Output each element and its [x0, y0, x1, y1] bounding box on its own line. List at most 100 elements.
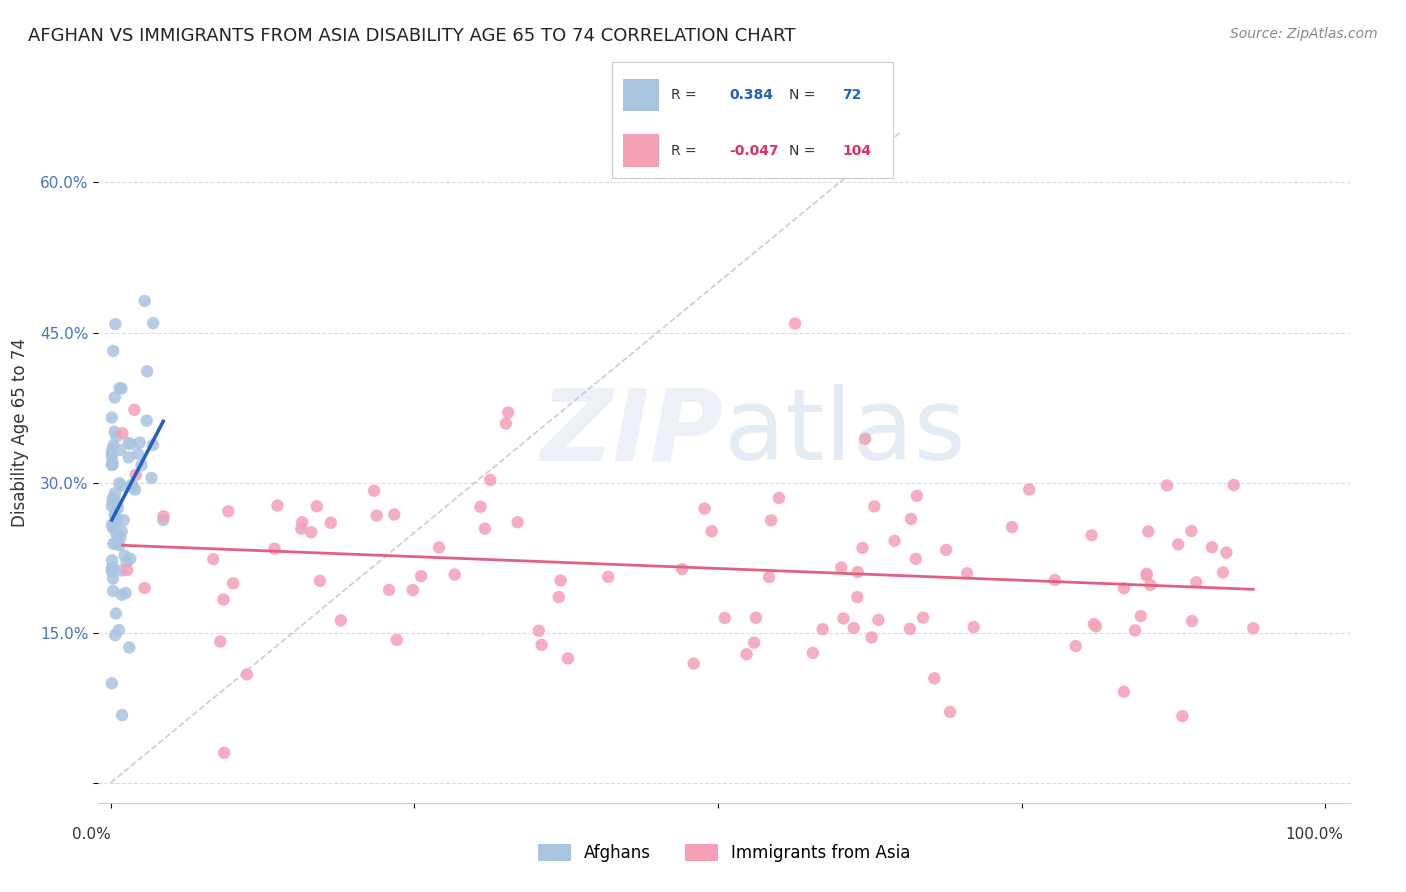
Point [801, 646, 824, 660]
Point [263, 541, 285, 556]
Point [101, 553, 124, 567]
Point [935, 543, 957, 558]
Point [366, 508, 388, 523]
Point [107, 500, 129, 515]
Point [506, 515, 529, 529]
Point [111, 426, 134, 441]
Point [217, 504, 239, 518]
Point [152, 509, 174, 524]
Point [104, 508, 127, 523]
Point [111, 588, 134, 602]
Point [1123, 624, 1146, 638]
Point [853, 432, 876, 446]
Point [868, 613, 890, 627]
Point [114, 586, 136, 600]
Text: atlas: atlas [724, 384, 966, 481]
Point [105, 527, 128, 541]
Point [101, 561, 124, 575]
Point [768, 491, 790, 505]
Point [266, 499, 288, 513]
Point [107, 512, 129, 526]
Point [385, 632, 408, 647]
Point [1083, 617, 1105, 632]
Point [963, 620, 986, 634]
Point [742, 635, 765, 649]
Point [107, 535, 129, 549]
Point [402, 583, 425, 598]
Point [411, 569, 433, 583]
Point [759, 513, 782, 527]
Point [131, 458, 153, 472]
Point [1201, 540, 1223, 554]
Point [118, 640, 141, 655]
Point [898, 622, 921, 636]
Point [1222, 478, 1244, 492]
Point [142, 316, 165, 330]
Point [745, 611, 768, 625]
Point [527, 624, 550, 638]
Point [103, 516, 125, 531]
Point [105, 429, 128, 443]
Point [1139, 578, 1161, 592]
Point [956, 566, 979, 581]
Point [291, 515, 314, 529]
Point [495, 417, 517, 431]
Point [900, 512, 922, 526]
Point [904, 552, 927, 566]
Point [101, 450, 124, 464]
Point [134, 581, 156, 595]
Point [860, 631, 883, 645]
Point [108, 538, 131, 552]
Point [1241, 621, 1264, 635]
Point [115, 563, 138, 577]
Point [378, 582, 401, 597]
Point [1156, 478, 1178, 492]
Point [103, 537, 125, 551]
Text: 104: 104 [842, 144, 872, 158]
Point [108, 442, 131, 457]
Point [713, 611, 735, 625]
Text: R =: R = [671, 88, 700, 102]
Point [141, 471, 163, 485]
Point [101, 410, 124, 425]
Point [846, 565, 869, 579]
Point [290, 522, 312, 536]
Point [1181, 614, 1204, 628]
Text: Source: ZipAtlas.com: Source: ZipAtlas.com [1230, 27, 1378, 41]
Point [1112, 685, 1135, 699]
Point [1080, 528, 1102, 542]
Point [103, 521, 125, 535]
Point [299, 525, 322, 540]
Point [114, 549, 136, 563]
Point [1001, 520, 1024, 534]
Point [115, 555, 138, 569]
Point [134, 293, 156, 308]
Point [479, 473, 502, 487]
Point [120, 437, 142, 451]
Point [382, 508, 405, 522]
Point [103, 343, 125, 358]
Point [127, 447, 149, 461]
Point [832, 611, 855, 625]
Point [111, 524, 134, 538]
Point [236, 667, 259, 681]
Point [735, 648, 758, 662]
Point [135, 414, 157, 428]
Point [110, 382, 132, 396]
Point [550, 574, 572, 588]
Point [101, 584, 124, 599]
Point [700, 524, 723, 539]
Point [101, 442, 124, 457]
Point [1212, 566, 1234, 580]
Point [222, 576, 245, 591]
Point [103, 438, 125, 452]
Point [598, 570, 620, 584]
Point [101, 560, 124, 574]
Point [671, 562, 693, 576]
Point [142, 438, 165, 452]
Point [104, 607, 127, 621]
Text: 0.384: 0.384 [730, 88, 773, 102]
Point [547, 590, 569, 604]
Text: 72: 72 [842, 88, 862, 102]
Text: ZIP: ZIP [541, 384, 724, 481]
